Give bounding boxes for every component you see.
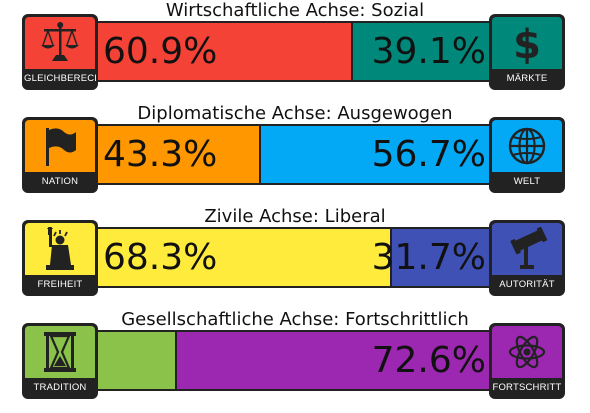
left-percentage: 43.3% [103,134,218,175]
left-percentage: 68.3% [103,237,218,278]
scales-icon [41,22,79,61]
right-icon-label: MÄRKTE [506,73,548,84]
right-icon-box: $ MÄRKTE [489,14,565,90]
societal-axis: Gesellschaftliche Achse: Fortschrittlich… [0,309,590,412]
segment-divider [175,332,177,389]
flag-icon [46,128,76,166]
gavel-icon [510,227,547,269]
left-icon-box: GLEICHBERECHTIGUNG [22,14,98,90]
economic-axis: Wirtschaftliche Achse: Sozial 60.9% 39.1… [0,0,590,103]
right-icon-box: AUTORITÄT [489,220,565,296]
right-icon-face [492,326,562,378]
diplomatic-axis: Diplomatische Achse: Ausgewogen 43.3% 56… [0,103,590,206]
right-icon-face: $ [492,17,562,69]
hourglass-icon [44,332,76,372]
left-icon-face [25,326,95,378]
axis-title: Wirtschaftliche Achse: Sozial [165,0,425,21]
right-icon-label: FORTSCHRITT [492,382,562,393]
left-icon-face [25,223,95,275]
right-icon-box: WELT [489,117,565,193]
right-icon-label: AUTORITÄT [499,279,555,290]
left-icon-box: FREIHEIT [22,220,98,296]
liberty-icon [46,227,74,270]
civil-axis: Zivile Achse: Liberal 68.3% 31.7% FREIHE… [0,206,590,309]
left-icon-label: FREIHEIT [37,279,83,290]
right-percentage: 39.1% [371,31,486,72]
segment-divider [259,126,261,183]
left-icon-box: NATION [22,117,98,193]
right-percentage: 31.7% [371,237,486,278]
left-percentage: 60.9% [103,31,218,72]
axis-title: Zivile Achse: Liberal [204,206,386,227]
right-percentage: 72.6% [371,340,486,381]
axis-title: Diplomatische Achse: Ausgewogen [137,103,453,124]
segment-divider [351,23,353,80]
right-percentage: 56.7% [371,134,486,175]
axis-title: Gesellschaftliche Achse: Fortschrittlich [121,309,469,330]
segment-divider [390,229,392,286]
right-icon-face [492,223,562,275]
left-icon-face [25,120,95,172]
right-icon-box: FORTSCHRITT [489,323,565,399]
left-icon-face [25,17,95,69]
left-icon-box: TRADITION [22,323,98,399]
left-icon-label: NATION [41,176,79,187]
left-icon-label: TRADITION [33,382,87,393]
svg-text:$: $ [513,22,541,65]
atom-icon [508,335,546,369]
left-icon-label: GLEICHBERECHTIGUNG [24,73,96,84]
dollar-icon: $ [513,22,541,65]
right-icon-face [492,120,562,172]
right-icon-label: WELT [513,176,541,187]
globe-icon [508,127,546,165]
